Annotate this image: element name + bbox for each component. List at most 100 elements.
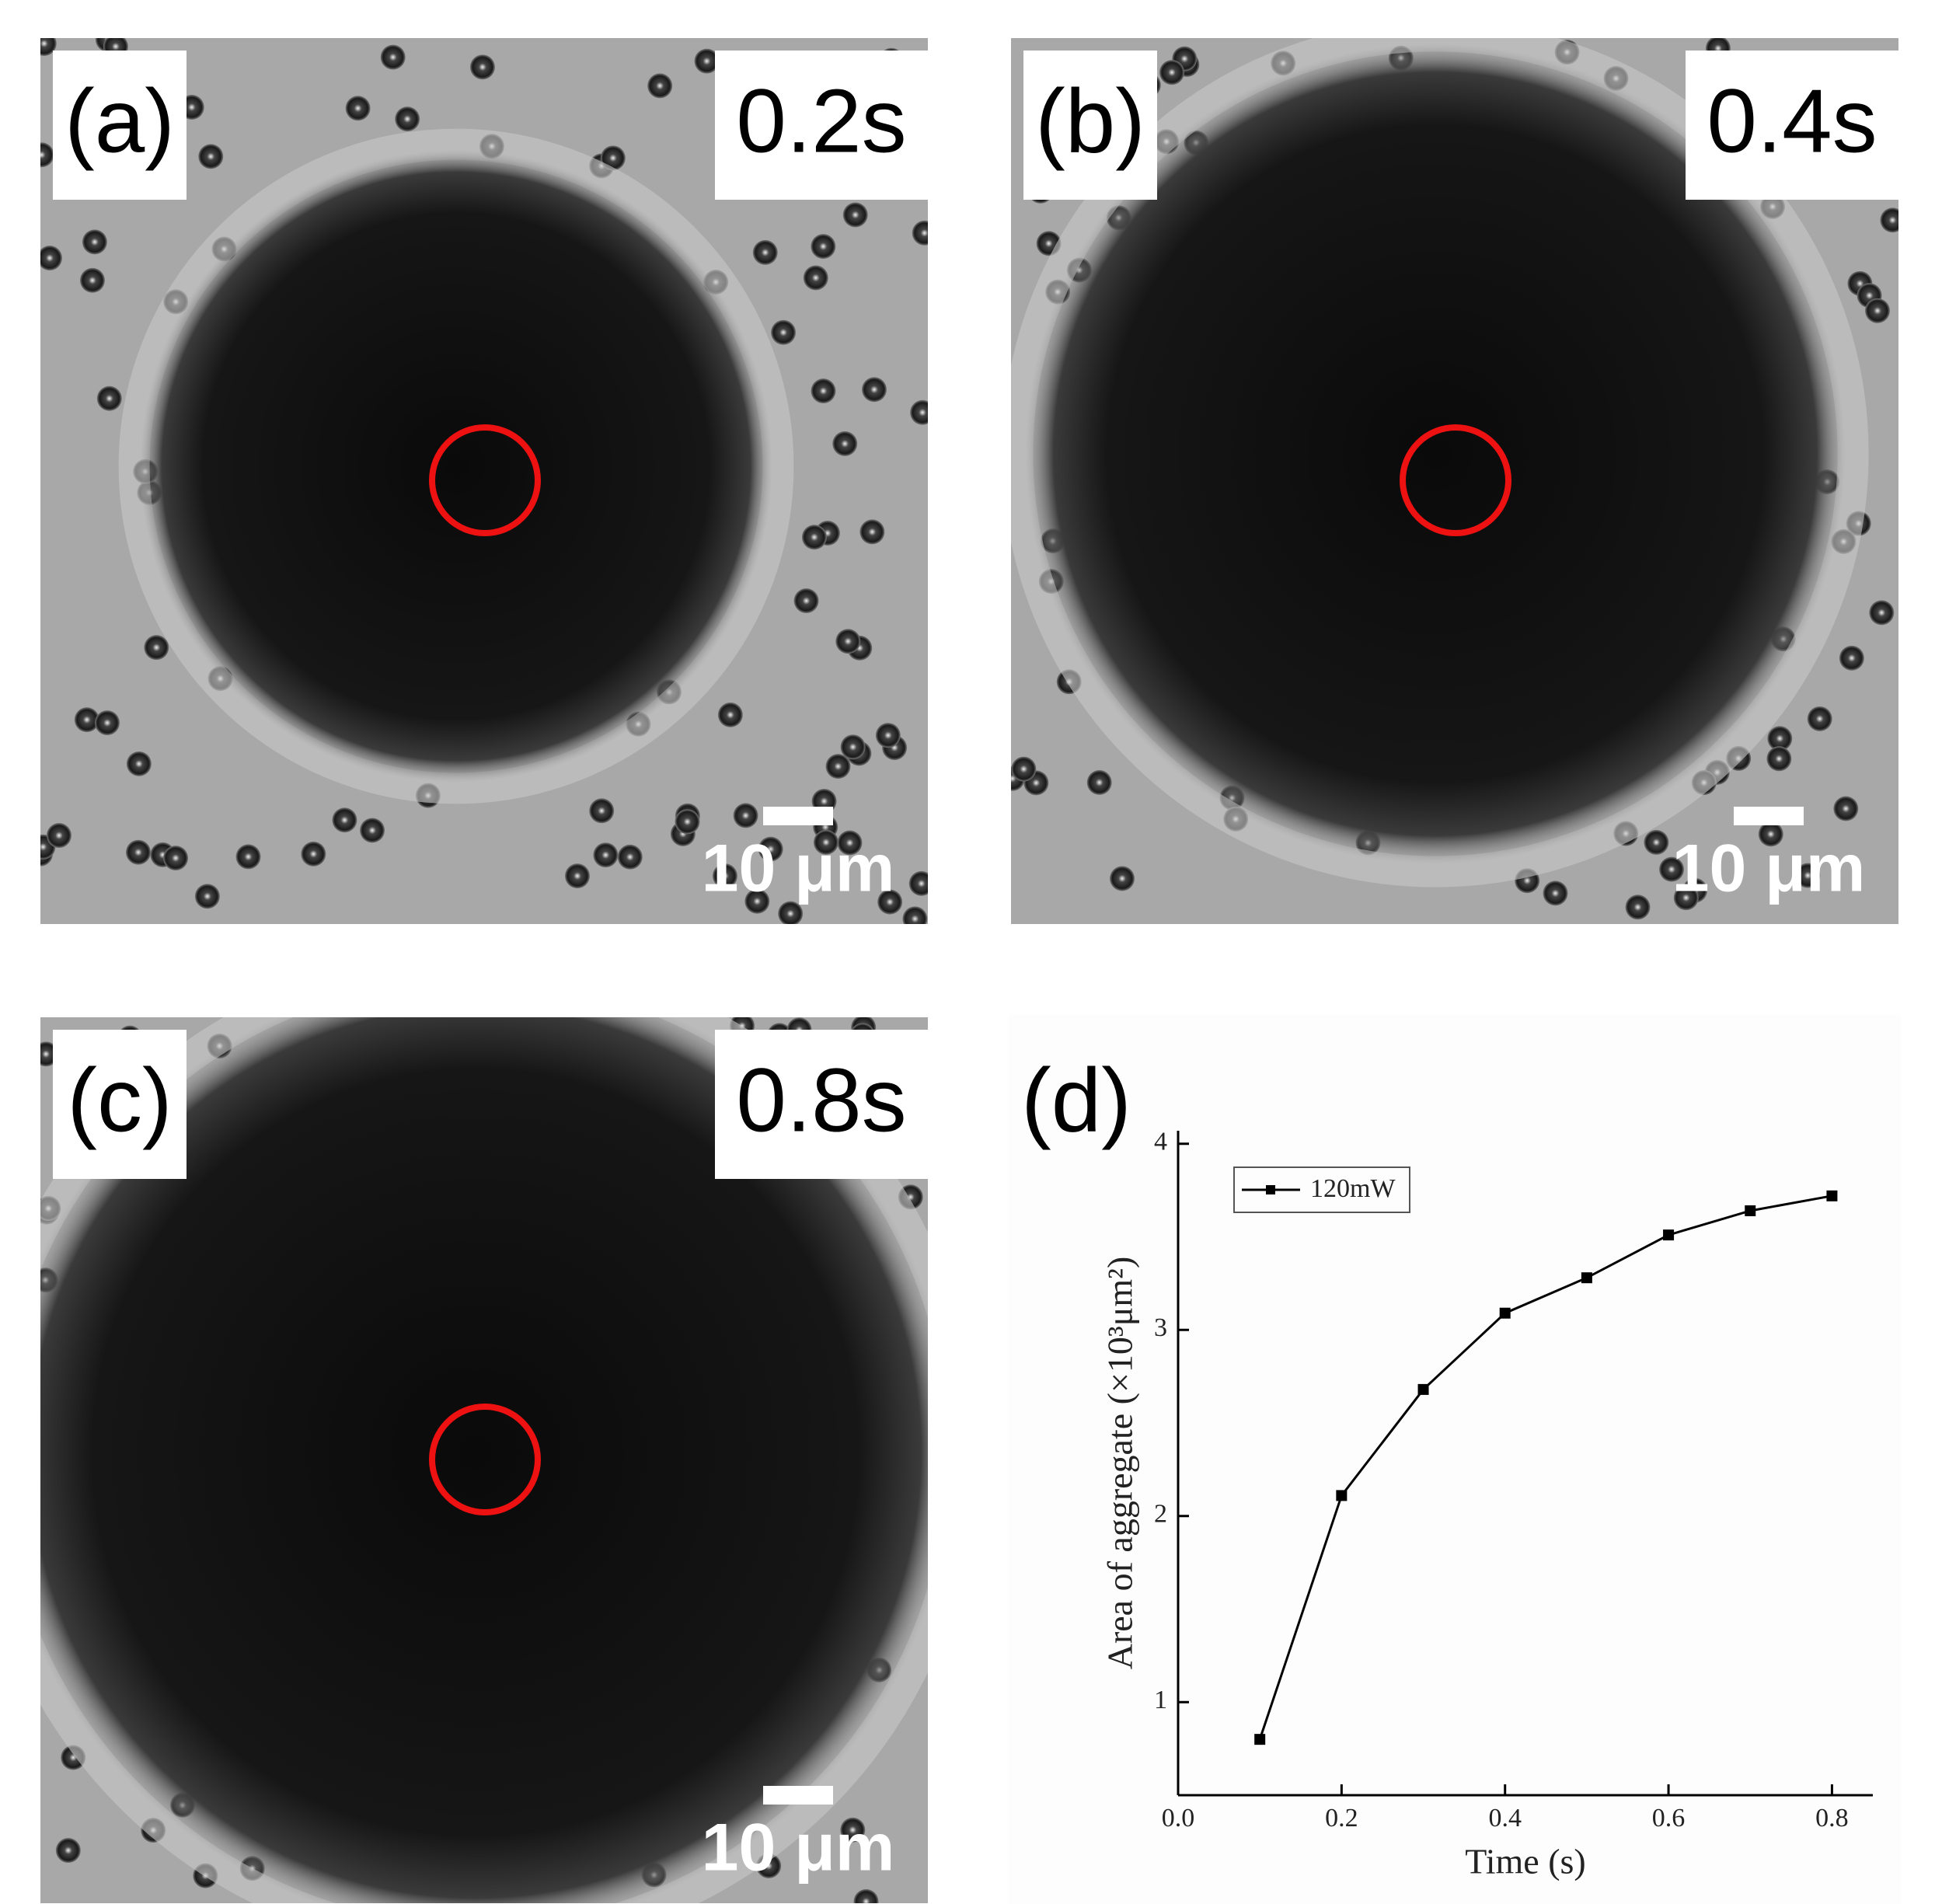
scale-bar-label: 10 μm [702, 832, 895, 906]
bead [1864, 298, 1890, 323]
legend-box [1233, 1166, 1410, 1213]
bead [40, 246, 62, 271]
bead [1673, 885, 1699, 911]
bead [752, 239, 778, 265]
bead [825, 754, 851, 779]
time-box [715, 51, 928, 200]
scale-bar-label: 10 μm [702, 1811, 895, 1885]
bead [1807, 706, 1832, 731]
y-axis-title: Area of aggregate (×10³μm²) [1100, 1257, 1140, 1670]
bead [1766, 746, 1792, 772]
marker [1336, 1490, 1348, 1501]
marker [1417, 1383, 1429, 1395]
bead [835, 629, 861, 654]
bead [712, 863, 737, 889]
bead [793, 588, 819, 614]
bead [859, 519, 885, 545]
x-tick-label: 0.0 [1162, 1804, 1195, 1833]
label-box [53, 1030, 187, 1179]
bead [360, 818, 385, 843]
bead [617, 844, 643, 870]
marker [1745, 1205, 1756, 1216]
bead [675, 809, 700, 835]
marker [1499, 1307, 1511, 1319]
bead [589, 798, 615, 824]
halo [118, 128, 794, 804]
bead [744, 888, 770, 914]
bead [55, 1838, 81, 1864]
chart-background [1008, 1014, 1902, 1904]
label-box [1023, 51, 1157, 200]
bead [842, 202, 868, 228]
time-label: 0.4s [1707, 71, 1877, 172]
bead [144, 635, 169, 661]
bead [853, 1888, 879, 1903]
dark-region [40, 1017, 928, 1903]
bead [811, 234, 836, 260]
bead [694, 48, 720, 74]
bead [778, 901, 804, 924]
bead [235, 844, 261, 870]
bead [469, 54, 495, 80]
bead [40, 38, 57, 57]
bead [771, 319, 797, 345]
bead [861, 377, 887, 403]
x-tick-label: 0.8 [1815, 1804, 1849, 1833]
bead [1159, 60, 1184, 85]
micrograph: (a) 0.2s 10 μm [40, 38, 928, 924]
bead [908, 870, 928, 896]
panel-label: (c) [67, 1050, 172, 1151]
micrograph: (c) 0.8s 10 μm [40, 1017, 928, 1903]
bead [74, 707, 99, 733]
bead [96, 385, 122, 411]
bead [1644, 829, 1669, 855]
bead [910, 399, 928, 425]
x-axis-title: Time (s) [1465, 1842, 1586, 1881]
bead [46, 823, 71, 849]
bead [1833, 796, 1859, 821]
bead [564, 863, 590, 889]
bead [801, 525, 827, 550]
panel-label: (a) [65, 71, 175, 172]
dark-region [140, 150, 772, 783]
bead [126, 751, 152, 776]
time-box [715, 1030, 928, 1179]
time-label: 0.8s [736, 1050, 906, 1151]
panel-label: (d) [1021, 1050, 1131, 1151]
bead [194, 884, 220, 909]
y-tick-label: 4 [1154, 1128, 1167, 1156]
bead [840, 734, 866, 760]
bead [832, 431, 858, 456]
bead [840, 1817, 866, 1843]
bead [912, 220, 928, 246]
bead [345, 96, 371, 121]
marker [1826, 1190, 1838, 1201]
target-circle [429, 424, 541, 536]
bead [125, 839, 151, 865]
scale-bar [763, 807, 833, 825]
bead [1659, 856, 1685, 882]
halo [1011, 38, 1869, 887]
bead [877, 889, 903, 915]
y-tick-label: 2 [1154, 1500, 1167, 1529]
bead [40, 142, 54, 168]
dark-region [1025, 44, 1846, 864]
bead [811, 378, 836, 404]
scale-bar [763, 1786, 833, 1805]
target-circle [1400, 424, 1511, 536]
bead [395, 106, 420, 132]
marker [1581, 1272, 1592, 1284]
bead [837, 830, 863, 856]
bead [1625, 894, 1651, 920]
legend-marker [1266, 1185, 1275, 1194]
image-content [40, 1017, 928, 1903]
bead [758, 836, 783, 862]
bead [733, 803, 758, 828]
scale-bar-label: 10 μm [1672, 832, 1866, 906]
bead [875, 723, 901, 748]
time-label: 0.2s [736, 71, 906, 172]
bead [82, 229, 107, 255]
time-box [1686, 51, 1898, 200]
bead [813, 829, 839, 855]
